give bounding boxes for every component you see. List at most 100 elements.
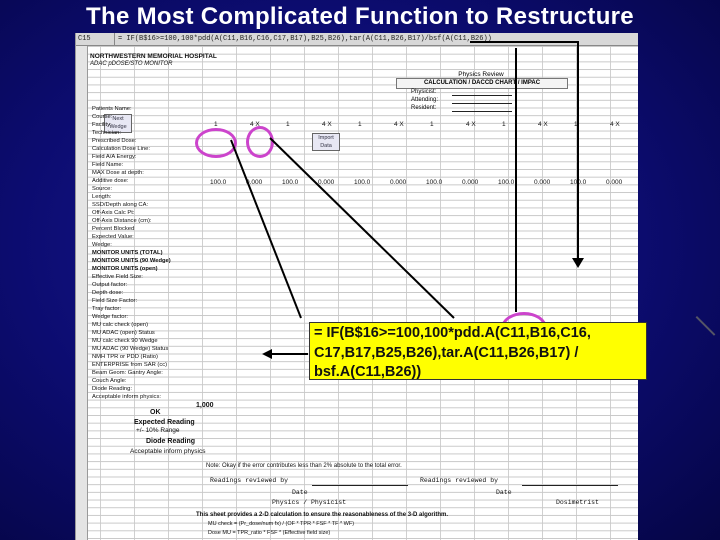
row-label: MU ADAC (90 Wedge) Status [92, 346, 169, 352]
row-label: Wedge factor: [92, 314, 128, 320]
review-line[interactable] [452, 103, 512, 104]
next-wedge-button[interactable]: Next Wedge [104, 114, 132, 133]
row-label: Effective Field Size: [92, 274, 143, 280]
energy-cell[interactable]: 1 [574, 121, 578, 128]
energy-cell[interactable]: 1 [214, 121, 218, 128]
signature-line-2[interactable] [522, 485, 618, 486]
highlight-ring-c16 [246, 126, 274, 158]
percent-cell[interactable]: 0.000 [246, 179, 263, 186]
energy-cell[interactable]: 4 X [538, 121, 548, 128]
row-label: NMH TPR or PDD (Ratio) [92, 354, 158, 360]
energy-cell[interactable]: 4 X [322, 121, 332, 128]
energy-cell[interactable]: 1 [502, 121, 506, 128]
row-label: Couch Angle: [92, 378, 127, 384]
row-label: Diode Reading: [92, 386, 132, 392]
import-data-button[interactable]: Import Data [312, 133, 340, 151]
physicist-label: Physics / Physicist [272, 499, 347, 506]
row-label: ENTERPRISE from SAR (cc) [92, 362, 168, 368]
percent-cell[interactable]: 100.0 [426, 179, 443, 186]
row-label: Calculation Dose Line: [92, 146, 151, 152]
row-headers [76, 46, 88, 540]
row-label: Depth dose: [92, 290, 124, 296]
row-label: Wedge: [92, 242, 112, 248]
range-label: +/- 10% Range [136, 427, 180, 434]
hospital-subtitle: ADAC pDOSE/STO MONITOR [90, 61, 173, 67]
energy-cell[interactable]: 1 [286, 121, 290, 128]
row-label: Field A/A Energy: [92, 154, 137, 160]
energy-cell[interactable]: 4 X [394, 121, 404, 128]
percent-cell[interactable]: 0.000 [534, 179, 551, 186]
percent-cell[interactable]: 100.0 [210, 179, 227, 186]
energy-cell[interactable]: 1 [430, 121, 434, 128]
signature-label-1: Readings reviewed by [210, 477, 289, 484]
row-label: MAX Dose at depth: [92, 170, 144, 176]
row-label: Length: [92, 194, 112, 200]
percent-cell[interactable]: 0.000 [390, 179, 407, 186]
signature-line-1[interactable] [312, 485, 408, 486]
row-label: Off-Axis Distance (cm): [92, 218, 152, 224]
signature-label-2: Readings reviewed by [420, 477, 499, 484]
note-text: Note: Okay if the error contributes less… [206, 463, 402, 469]
cell-grid[interactable] [88, 46, 638, 540]
row-label: MU calc check 90 Wedge [92, 338, 158, 344]
percent-cell[interactable]: 0.000 [462, 179, 479, 186]
footer-line-1: This sheet provides a 2-D calculation to… [196, 512, 449, 518]
calculation-bar: CALCULATION / DACCD CHART / IMPAC [396, 78, 568, 89]
row-label: Facility: [92, 122, 112, 128]
slide-title: The Most Complicated Function to Restruc… [86, 3, 634, 30]
row-label: Field Size Factor: [92, 298, 138, 304]
row-label: Expected Value: [92, 234, 134, 240]
diode-reading-label: Diode Reading [146, 438, 196, 445]
formula-callout: = IF(B$16>=100,100*pdd.A(C11,B16,C16, C1… [309, 322, 647, 380]
row-label: Output factor: [92, 282, 128, 288]
row-label: MONITOR UNITS (open) [92, 266, 158, 272]
review-line[interactable] [452, 111, 512, 112]
row-label: Beam Geom: Gantry Angle: [92, 370, 163, 376]
percent-cell[interactable]: 0.000 [318, 179, 335, 186]
row-label: Course: [92, 114, 113, 120]
energy-cell[interactable]: 4 X [466, 121, 476, 128]
percent-cell[interactable]: 100.0 [354, 179, 371, 186]
row-label: SSD/Depth along CA: [92, 202, 149, 208]
review-label: Physicist: [411, 89, 437, 95]
footer-line-3: Dose MU = TPR_ratio * FSF * (Effective f… [208, 530, 331, 536]
ok-label: OK [150, 409, 161, 416]
row-label: Tray factor: [92, 306, 122, 312]
row-label: Prescribed Dose: [92, 138, 137, 144]
highlight-ring-b16 [195, 128, 237, 158]
row-label: Field Name: [92, 162, 124, 168]
formula-text[interactable]: = IF(B$16>=100,100*pdd(A(C11,B16,C16,C17… [118, 35, 492, 43]
percent-cell[interactable]: 100.0 [282, 179, 299, 186]
row-label: Percent Blocked [92, 226, 135, 232]
row-label: MONITOR UNITS (90 Wedge) [92, 258, 171, 264]
energy-cell[interactable]: 4 X [250, 121, 260, 128]
energy-cell[interactable]: 1 [358, 121, 362, 128]
dosimetrist-label: Dosimetrist [556, 499, 599, 506]
row-label: Additive dose: [92, 178, 129, 184]
review-label: Attending: [411, 97, 439, 103]
expected-reading-label: Expected Reading [134, 419, 195, 426]
physics-review-heading: Physics Review [458, 71, 504, 78]
row-label: MU ADAC (open) Status [92, 330, 155, 336]
acceptable-label: Acceptable inform physics [130, 448, 206, 455]
review-line[interactable] [452, 95, 512, 96]
row-label: Technician: [92, 130, 122, 136]
cell-reference[interactable]: C15 [76, 33, 115, 45]
row-label: MONITOR UNITS (TOTAL) [92, 250, 163, 256]
row-label: Acceptable inform physics: [92, 394, 161, 400]
date-label-2: Date [496, 489, 512, 496]
date-label-1: Date [292, 489, 308, 496]
review-label: Resident: [411, 105, 437, 111]
hospital-name: NORTHWESTERN MEMORIAL HOSPITAL [90, 53, 217, 60]
percent-cell[interactable]: 100.0 [498, 179, 515, 186]
footer-line-2: MU check = (Pr_dose/num fx) / (OF * TPR … [208, 521, 355, 527]
row-label: Patients Name: [92, 106, 132, 112]
row-label: MU calc check (open) [92, 322, 149, 328]
spreadsheet-screenshot: C15 = IF(B$16>=100,100*pdd(A(C11,B16,C16,… [75, 33, 638, 540]
total-value: 1,000 [196, 402, 214, 409]
row-label: Source: [92, 186, 112, 192]
percent-cell[interactable]: 0.000 [606, 179, 623, 186]
row-label: Off-Axis Calc Pt: [92, 210, 135, 216]
energy-cell[interactable]: 4 X [610, 121, 620, 128]
